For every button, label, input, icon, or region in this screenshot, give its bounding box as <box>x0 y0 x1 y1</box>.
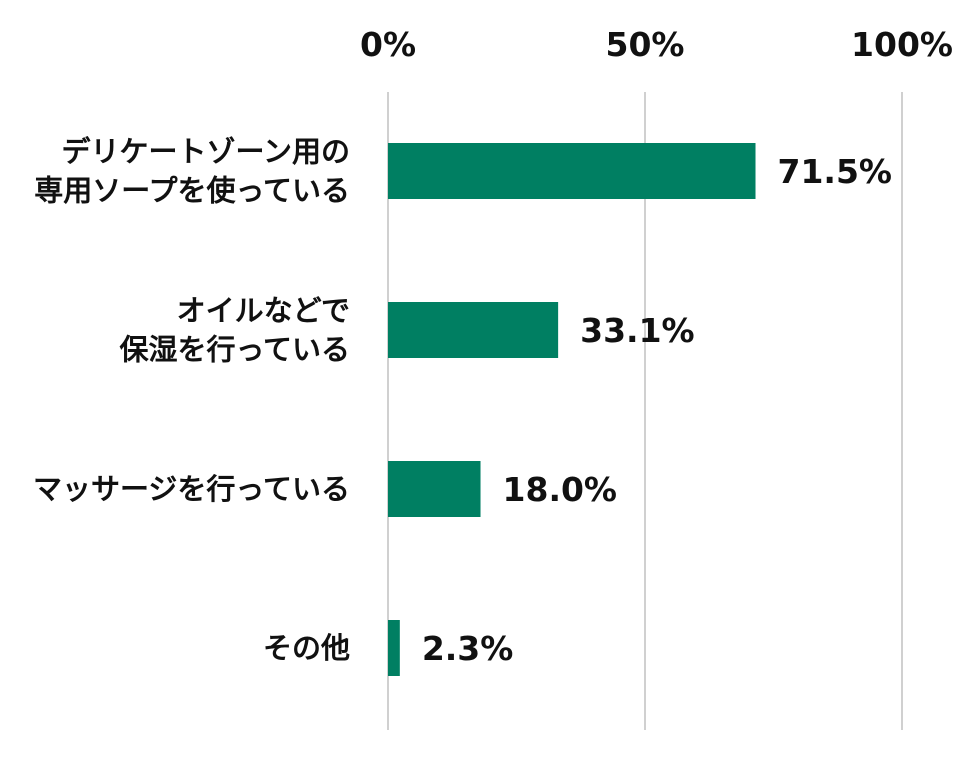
bar <box>388 620 400 676</box>
x-tick-label: 100% <box>851 25 953 64</box>
category-label: オイルなどで <box>177 294 350 328</box>
value-label: 2.3% <box>422 629 514 668</box>
bar <box>388 143 756 199</box>
category-label: 専用ソープを使っている <box>34 174 350 208</box>
bar <box>388 461 481 517</box>
category-label: デリケートゾーン用の <box>61 135 350 169</box>
bar <box>388 302 559 358</box>
x-axis-ticks: 0% 50% 100% <box>360 25 953 64</box>
x-tick-label: 0% <box>360 25 416 64</box>
category-labels: デリケートゾーン用の専用ソープを使っているオイルなどで保湿を行っているマッサージ… <box>33 135 350 666</box>
x-tick-label: 50% <box>606 25 685 64</box>
value-label: 71.5% <box>778 152 893 191</box>
category-label: 保湿を行っている <box>118 333 350 367</box>
value-labels: 71.5% 33.1% 18.0% 2.3% <box>422 152 892 668</box>
category-label: その他 <box>263 631 350 665</box>
value-label: 33.1% <box>580 311 695 350</box>
bars <box>388 143 756 676</box>
category-label: マッサージを行っている <box>33 472 350 506</box>
value-label: 18.0% <box>503 470 618 509</box>
